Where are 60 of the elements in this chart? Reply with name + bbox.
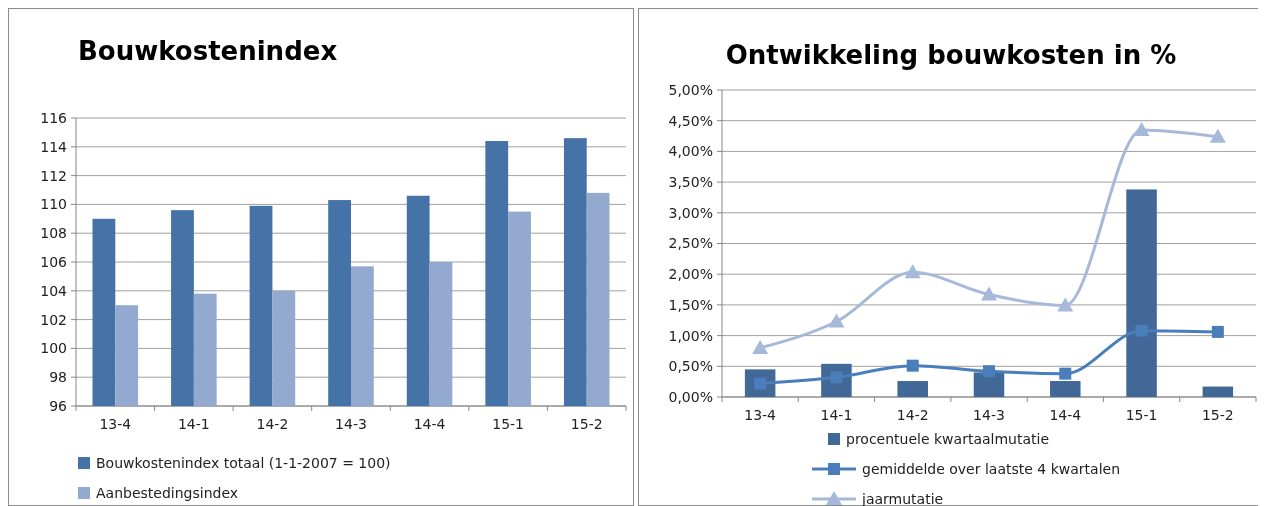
y-tick-label: 2,50% xyxy=(668,235,713,252)
chart-title: Ontwikkeling bouwkosten in % xyxy=(725,40,1177,70)
y-tick-label: 1,00% xyxy=(668,327,713,344)
x-tick-label: 14-1 xyxy=(820,407,853,423)
y-tick-label: 0,50% xyxy=(668,358,713,375)
y-tick-label: 4,50% xyxy=(668,112,713,129)
y-tick-label: 108 xyxy=(40,225,67,242)
bar xyxy=(897,381,928,397)
point xyxy=(1209,128,1226,143)
y-tick-label: 98 xyxy=(49,369,67,386)
y-tick-label: 106 xyxy=(40,253,68,270)
legend-label: Aanbestedingsindex xyxy=(96,484,239,501)
bar xyxy=(973,372,1005,397)
x-tick-label: 14-2 xyxy=(896,407,929,423)
point xyxy=(904,264,921,279)
x-tick-label: 14-3 xyxy=(973,407,1005,423)
y-tick-label: 104 xyxy=(40,282,68,299)
point xyxy=(1133,121,1150,136)
x-tick-label: 13-4 xyxy=(744,407,777,423)
chart-title: Bouwkostenindex xyxy=(78,36,338,66)
point xyxy=(1057,297,1074,312)
y-tick-label: 3,00% xyxy=(668,204,713,221)
x-tick-label: 14-1 xyxy=(177,416,210,432)
x-tick-label: 13-4 xyxy=(99,416,132,432)
legend-label: jaarmutatie xyxy=(861,490,944,506)
point xyxy=(1211,325,1224,338)
y-tick-label: 116 xyxy=(40,109,68,126)
x-tick-label: 14-4 xyxy=(413,416,446,432)
y-tick-label: 3,50% xyxy=(668,174,713,190)
y-tick-label: 110 xyxy=(40,196,67,213)
x-tick-label: 15-1 xyxy=(1125,407,1158,423)
point xyxy=(828,313,845,328)
y-tick-label: 0,00% xyxy=(668,388,713,405)
bar xyxy=(1126,189,1157,397)
x-tick-label: 14-3 xyxy=(335,416,367,432)
legend-label: Bouwkostenindex totaal (1-1-2007 = 100) xyxy=(96,454,391,471)
point xyxy=(752,339,769,354)
point xyxy=(1135,324,1148,337)
y-tick-label: 1,50% xyxy=(668,296,713,313)
y-tick-label: 5,00% xyxy=(668,81,713,98)
point xyxy=(983,365,995,378)
y-tick-label: 100 xyxy=(40,340,67,357)
point xyxy=(1059,367,1072,380)
y-tick-label: 96 xyxy=(49,397,68,414)
legend-label: gemiddelde over laatste 4 kwartalen xyxy=(862,460,1121,477)
x-tick-label: 15-2 xyxy=(570,416,603,432)
y-tick-label: 114 xyxy=(40,138,68,155)
bar xyxy=(1202,386,1234,397)
x-tick-label: 14-2 xyxy=(256,416,289,432)
x-tick-label: 15-1 xyxy=(492,416,525,432)
y-tick-label: 4,00% xyxy=(668,143,713,160)
bar xyxy=(1050,381,1081,397)
x-tick-label: 15-2 xyxy=(1201,407,1234,423)
legend-label: procentuele kwartaalmutatie xyxy=(846,430,1050,447)
y-tick-label: 102 xyxy=(40,311,67,328)
x-tick-label: 14-4 xyxy=(1049,407,1082,423)
point xyxy=(981,286,997,301)
point xyxy=(906,359,919,372)
y-tick-label: 112 xyxy=(40,167,67,184)
y-tick-label: 2,00% xyxy=(668,266,713,283)
